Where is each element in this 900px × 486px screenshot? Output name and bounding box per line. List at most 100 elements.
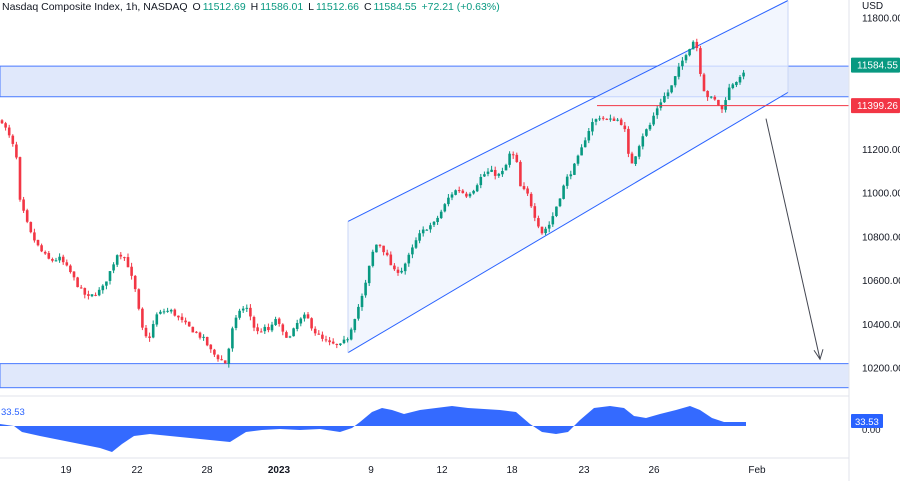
candle bbox=[673, 76, 677, 88]
candle bbox=[281, 323, 285, 336]
candle bbox=[493, 166, 497, 180]
candle bbox=[353, 318, 357, 333]
candle bbox=[551, 212, 555, 227]
candle bbox=[151, 320, 155, 339]
oscillator-value-tag bbox=[851, 414, 883, 428]
channel-fill bbox=[348, 0, 788, 353]
candle bbox=[522, 182, 526, 191]
candle bbox=[465, 191, 468, 199]
candle bbox=[501, 167, 504, 177]
candle bbox=[159, 309, 162, 315]
candle bbox=[421, 226, 425, 237]
x-tick-label: Feb bbox=[748, 465, 766, 476]
channel-layer bbox=[347, 0, 789, 354]
candle bbox=[565, 174, 569, 189]
x-tick-label: 9 bbox=[368, 465, 374, 476]
candle bbox=[393, 263, 396, 271]
candle bbox=[497, 172, 501, 178]
candle bbox=[555, 206, 558, 218]
candle bbox=[450, 192, 454, 201]
candle bbox=[130, 262, 133, 280]
candle bbox=[40, 243, 43, 253]
candle bbox=[105, 281, 108, 290]
symbol-title: Nasdaq Composite Index, 1h, NASDAQ bbox=[2, 1, 188, 13]
candle bbox=[475, 183, 479, 193]
change-value: +72.21 (+0.63%) bbox=[421, 1, 500, 13]
candle bbox=[112, 262, 115, 274]
candle bbox=[259, 328, 263, 333]
channel-upper-line[interactable] bbox=[347, 0, 789, 222]
candle bbox=[245, 304, 249, 312]
oscillator-area bbox=[0, 406, 746, 452]
candle bbox=[720, 104, 724, 113]
candle bbox=[479, 173, 483, 189]
open-value: 11512.69 bbox=[202, 1, 246, 13]
candle bbox=[652, 112, 655, 127]
candle bbox=[490, 165, 493, 173]
candle bbox=[108, 271, 112, 285]
candle bbox=[454, 189, 457, 196]
candle bbox=[727, 83, 731, 101]
candle bbox=[346, 337, 349, 343]
channel-lower-line[interactable] bbox=[347, 91, 789, 354]
candle bbox=[123, 256, 126, 261]
candle bbox=[486, 168, 490, 177]
y-tick-label: 10200.00 bbox=[862, 364, 900, 375]
candle bbox=[688, 48, 691, 57]
candle bbox=[90, 294, 94, 298]
candle bbox=[241, 305, 245, 313]
candle bbox=[65, 259, 69, 267]
candle bbox=[51, 257, 54, 263]
candle bbox=[47, 251, 51, 260]
candle bbox=[213, 348, 216, 357]
candle bbox=[436, 215, 439, 225]
candle bbox=[306, 311, 310, 319]
candle bbox=[414, 237, 418, 250]
candle bbox=[249, 304, 252, 321]
candle bbox=[699, 45, 702, 77]
last-price-label: 11584.55 bbox=[857, 61, 898, 72]
projection-arrow-line[interactable] bbox=[765, 118, 821, 360]
candle bbox=[69, 264, 72, 274]
chart-legend-header: Nasdaq Composite Index, 1h, NASDAQ O 1151… bbox=[2, 1, 502, 13]
candle bbox=[508, 151, 511, 168]
candle bbox=[61, 254, 65, 265]
candle bbox=[389, 251, 393, 266]
candle bbox=[439, 209, 443, 220]
candle bbox=[695, 38, 699, 52]
candle bbox=[357, 304, 360, 321]
candle bbox=[713, 95, 717, 101]
candle bbox=[558, 198, 562, 208]
candle bbox=[609, 114, 612, 122]
x-tick-label: 26 bbox=[648, 465, 660, 476]
candle bbox=[54, 257, 58, 262]
candle bbox=[223, 360, 227, 364]
candle bbox=[691, 40, 695, 50]
candle bbox=[724, 97, 727, 113]
candle bbox=[339, 343, 342, 346]
candle bbox=[177, 315, 180, 321]
candle bbox=[601, 116, 605, 121]
candle bbox=[148, 332, 151, 342]
candle bbox=[72, 271, 76, 281]
candle bbox=[378, 244, 382, 248]
candle bbox=[443, 202, 447, 213]
x-tick-label: 19 bbox=[60, 465, 72, 476]
candle bbox=[205, 336, 209, 347]
candle bbox=[598, 115, 601, 122]
candle bbox=[627, 126, 630, 158]
candle bbox=[191, 326, 195, 333]
candle bbox=[101, 284, 105, 294]
candle bbox=[666, 89, 670, 100]
candle bbox=[562, 184, 565, 200]
candle bbox=[299, 317, 303, 327]
candle bbox=[227, 347, 231, 368]
candle bbox=[187, 321, 191, 327]
candle bbox=[587, 127, 591, 144]
candle bbox=[641, 133, 645, 150]
support-zone[interactable] bbox=[0, 363, 850, 389]
candle bbox=[234, 315, 238, 331]
candle bbox=[137, 288, 141, 311]
candle bbox=[702, 72, 706, 92]
